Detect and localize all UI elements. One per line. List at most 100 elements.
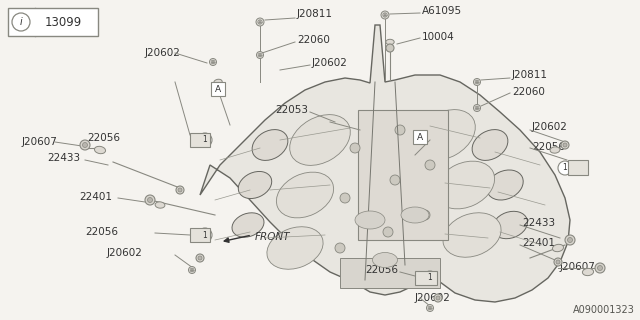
Text: 22401: 22401 xyxy=(79,192,112,202)
Ellipse shape xyxy=(552,244,564,252)
Circle shape xyxy=(12,13,30,31)
Ellipse shape xyxy=(267,227,323,269)
Text: 22433: 22433 xyxy=(522,218,555,228)
Circle shape xyxy=(350,143,360,153)
Circle shape xyxy=(196,254,204,262)
Circle shape xyxy=(598,266,602,270)
Bar xyxy=(211,82,225,96)
Circle shape xyxy=(474,78,481,85)
Circle shape xyxy=(556,260,560,264)
Circle shape xyxy=(561,141,569,149)
Polygon shape xyxy=(200,25,570,302)
Ellipse shape xyxy=(155,202,165,208)
Circle shape xyxy=(390,175,400,185)
Circle shape xyxy=(475,80,479,84)
Circle shape xyxy=(258,20,262,24)
Text: J20607: J20607 xyxy=(560,262,596,272)
Ellipse shape xyxy=(415,110,476,160)
Circle shape xyxy=(474,105,481,111)
Text: 10004: 10004 xyxy=(422,32,455,42)
Text: A090001323: A090001323 xyxy=(573,305,635,315)
Text: J20607: J20607 xyxy=(21,137,57,147)
Bar xyxy=(568,160,588,175)
Ellipse shape xyxy=(472,130,508,160)
Circle shape xyxy=(426,305,433,311)
Circle shape xyxy=(190,268,194,272)
Circle shape xyxy=(383,13,387,17)
Ellipse shape xyxy=(214,79,222,85)
Bar xyxy=(358,110,448,240)
Circle shape xyxy=(423,271,437,285)
Ellipse shape xyxy=(95,146,106,154)
Circle shape xyxy=(558,161,572,175)
Circle shape xyxy=(198,133,212,147)
Text: 1: 1 xyxy=(203,230,207,239)
Circle shape xyxy=(211,60,215,64)
Circle shape xyxy=(386,44,394,52)
Ellipse shape xyxy=(435,161,495,209)
Ellipse shape xyxy=(372,252,397,268)
Circle shape xyxy=(147,197,152,203)
Text: J20602: J20602 xyxy=(415,293,451,303)
Circle shape xyxy=(145,195,155,205)
Circle shape xyxy=(568,237,573,243)
Text: 1: 1 xyxy=(428,274,433,283)
Text: J20811: J20811 xyxy=(297,9,333,19)
Text: J20602: J20602 xyxy=(532,122,568,132)
Text: J20602: J20602 xyxy=(144,48,180,58)
Circle shape xyxy=(340,193,350,203)
Ellipse shape xyxy=(550,147,560,153)
Circle shape xyxy=(436,296,440,300)
Text: A: A xyxy=(417,132,423,141)
Circle shape xyxy=(335,243,345,253)
Circle shape xyxy=(554,258,562,266)
Circle shape xyxy=(256,18,264,26)
Ellipse shape xyxy=(401,207,429,223)
Text: 22060: 22060 xyxy=(512,87,545,97)
Text: FRONT: FRONT xyxy=(255,232,291,242)
Ellipse shape xyxy=(487,170,524,200)
Circle shape xyxy=(425,160,435,170)
Ellipse shape xyxy=(252,130,288,160)
Circle shape xyxy=(563,143,567,147)
Bar xyxy=(190,228,210,242)
Text: 22056: 22056 xyxy=(532,142,565,152)
Ellipse shape xyxy=(355,211,385,229)
Ellipse shape xyxy=(443,213,501,257)
Text: 22056: 22056 xyxy=(365,265,398,275)
Ellipse shape xyxy=(290,115,350,165)
Circle shape xyxy=(83,142,88,148)
Circle shape xyxy=(434,294,442,302)
Circle shape xyxy=(420,210,430,220)
Circle shape xyxy=(176,186,184,194)
Text: J20602: J20602 xyxy=(106,248,142,258)
Circle shape xyxy=(383,227,393,237)
Circle shape xyxy=(198,256,202,260)
Ellipse shape xyxy=(493,211,527,239)
Text: A: A xyxy=(215,84,221,93)
Ellipse shape xyxy=(276,172,333,218)
Circle shape xyxy=(209,59,216,66)
Circle shape xyxy=(395,125,405,135)
Ellipse shape xyxy=(386,39,394,45)
Circle shape xyxy=(595,263,605,273)
Circle shape xyxy=(381,11,389,19)
Circle shape xyxy=(257,52,264,59)
Text: 13099: 13099 xyxy=(44,15,82,28)
Text: J20602: J20602 xyxy=(312,58,348,68)
Ellipse shape xyxy=(238,172,272,198)
Bar xyxy=(190,133,210,147)
Text: A61095: A61095 xyxy=(422,6,462,16)
Circle shape xyxy=(475,106,479,110)
Text: 22056: 22056 xyxy=(87,133,120,143)
Circle shape xyxy=(565,235,575,245)
Bar xyxy=(415,271,437,285)
Text: 1: 1 xyxy=(203,135,207,145)
Text: 22433: 22433 xyxy=(47,153,80,163)
Bar xyxy=(8,8,98,36)
Text: 22056: 22056 xyxy=(85,227,118,237)
Circle shape xyxy=(80,140,90,150)
Ellipse shape xyxy=(582,268,593,276)
Text: 22401: 22401 xyxy=(522,238,555,248)
Text: i: i xyxy=(20,17,22,27)
